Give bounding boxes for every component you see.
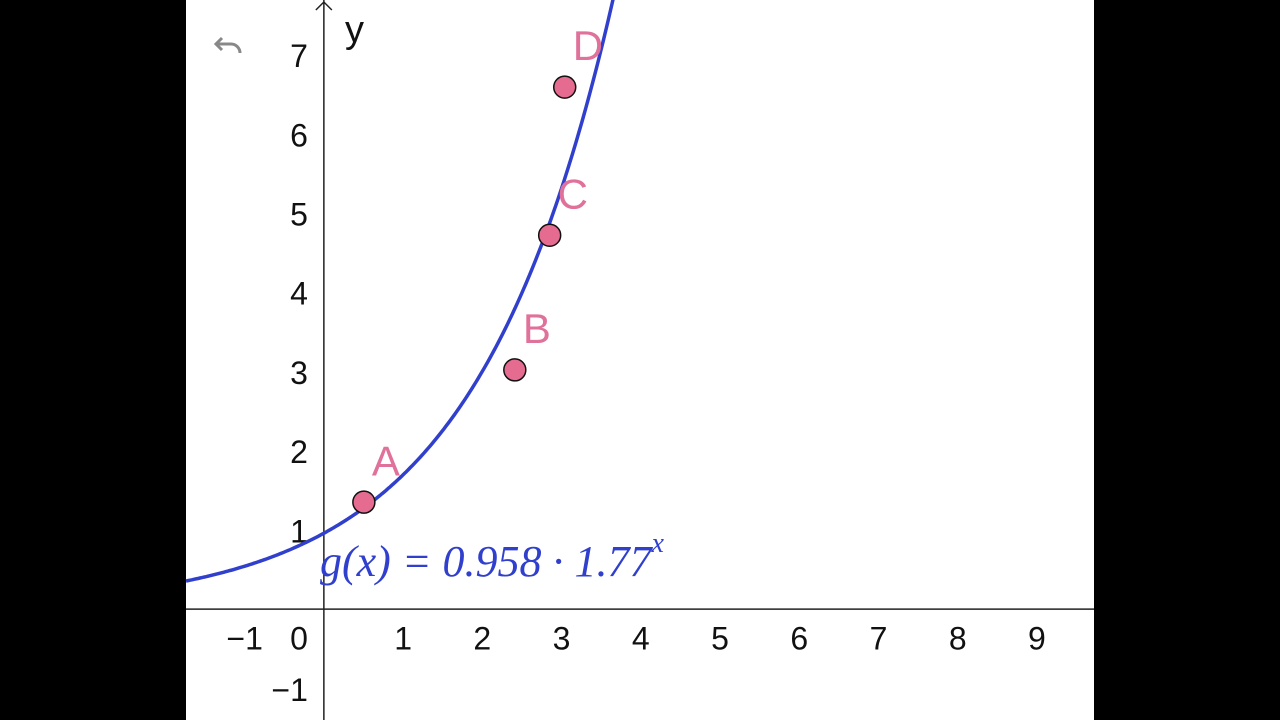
y-axis-label: y	[345, 9, 364, 51]
data-point	[503, 358, 527, 382]
x-tick-label: 2	[473, 621, 491, 657]
x-tick-label: 9	[1028, 621, 1046, 657]
y-tick-label: 3	[290, 355, 308, 391]
data-point	[552, 75, 577, 99]
graphics-view	[186, 0, 1094, 720]
y-axis-arrow	[315, 0, 333, 11]
point-label: D	[573, 22, 603, 69]
data-point	[352, 490, 376, 514]
x-tick-label: 0	[290, 621, 308, 657]
x-tick-label: 6	[790, 621, 808, 657]
x-tick-label: 3	[553, 621, 571, 657]
x-tick-label: 8	[949, 621, 967, 657]
y-tick-label: 5	[290, 197, 308, 233]
x-tick-label: 7	[870, 621, 888, 657]
plot-area: −1 0 1 2 3 4 5 6 7 8 9 −1 1 2 3 4 5 6 7 g(x) = 0.958 · 1.77…	[185, 0, 1094, 720]
function-label-text: g(x) = 0.958 · 1.77	[320, 537, 654, 586]
x-tick-label: 1	[394, 621, 412, 657]
function-label-exponent: x	[651, 528, 665, 559]
point-label: C	[558, 170, 588, 217]
y-tick-label: 2	[290, 434, 308, 470]
y-tick-label: 7	[290, 38, 308, 74]
x-tick-label: 4	[632, 621, 650, 657]
data-point	[537, 223, 562, 247]
y-tick-label: 6	[290, 117, 308, 153]
x-tick-label: 5	[711, 621, 729, 657]
x-tick-label: −1	[226, 621, 262, 657]
y-tick-label: 1	[290, 513, 308, 549]
point-label: B	[523, 305, 551, 352]
point-label: A	[372, 437, 400, 484]
undo-button[interactable]	[213, 36, 242, 54]
function-label: g(x) = 0.958 · 1.77x	[320, 528, 665, 586]
y-tick-label: −1	[271, 672, 307, 708]
y-tick-label: 4	[290, 276, 308, 312]
